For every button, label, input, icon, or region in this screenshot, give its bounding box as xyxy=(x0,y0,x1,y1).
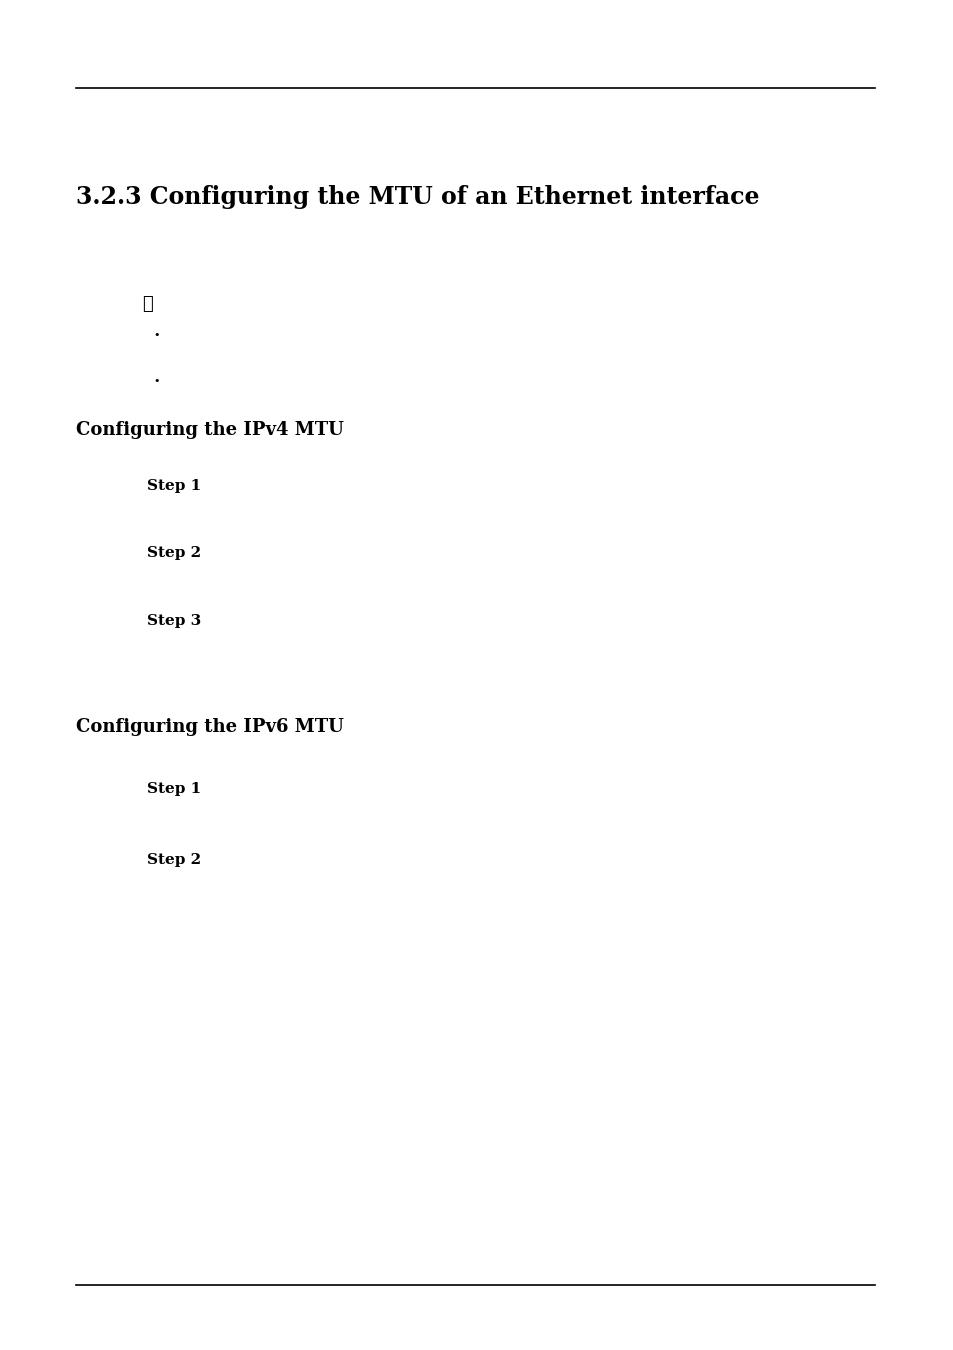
Text: 📖: 📖 xyxy=(142,294,152,313)
Text: Configuring the IPv6 MTU: Configuring the IPv6 MTU xyxy=(76,718,344,736)
Text: Step 3: Step 3 xyxy=(147,614,201,628)
Text: Step 1: Step 1 xyxy=(147,479,201,493)
Text: Step 2: Step 2 xyxy=(147,547,201,560)
Text: 3.2.3 Configuring the MTU of an Ethernet interface: 3.2.3 Configuring the MTU of an Ethernet… xyxy=(76,185,759,209)
Text: Step 2: Step 2 xyxy=(147,853,201,867)
Text: Step 1: Step 1 xyxy=(147,783,201,796)
Text: •: • xyxy=(153,375,160,386)
Text: •: • xyxy=(153,329,160,340)
Text: Configuring the IPv4 MTU: Configuring the IPv4 MTU xyxy=(76,421,344,439)
